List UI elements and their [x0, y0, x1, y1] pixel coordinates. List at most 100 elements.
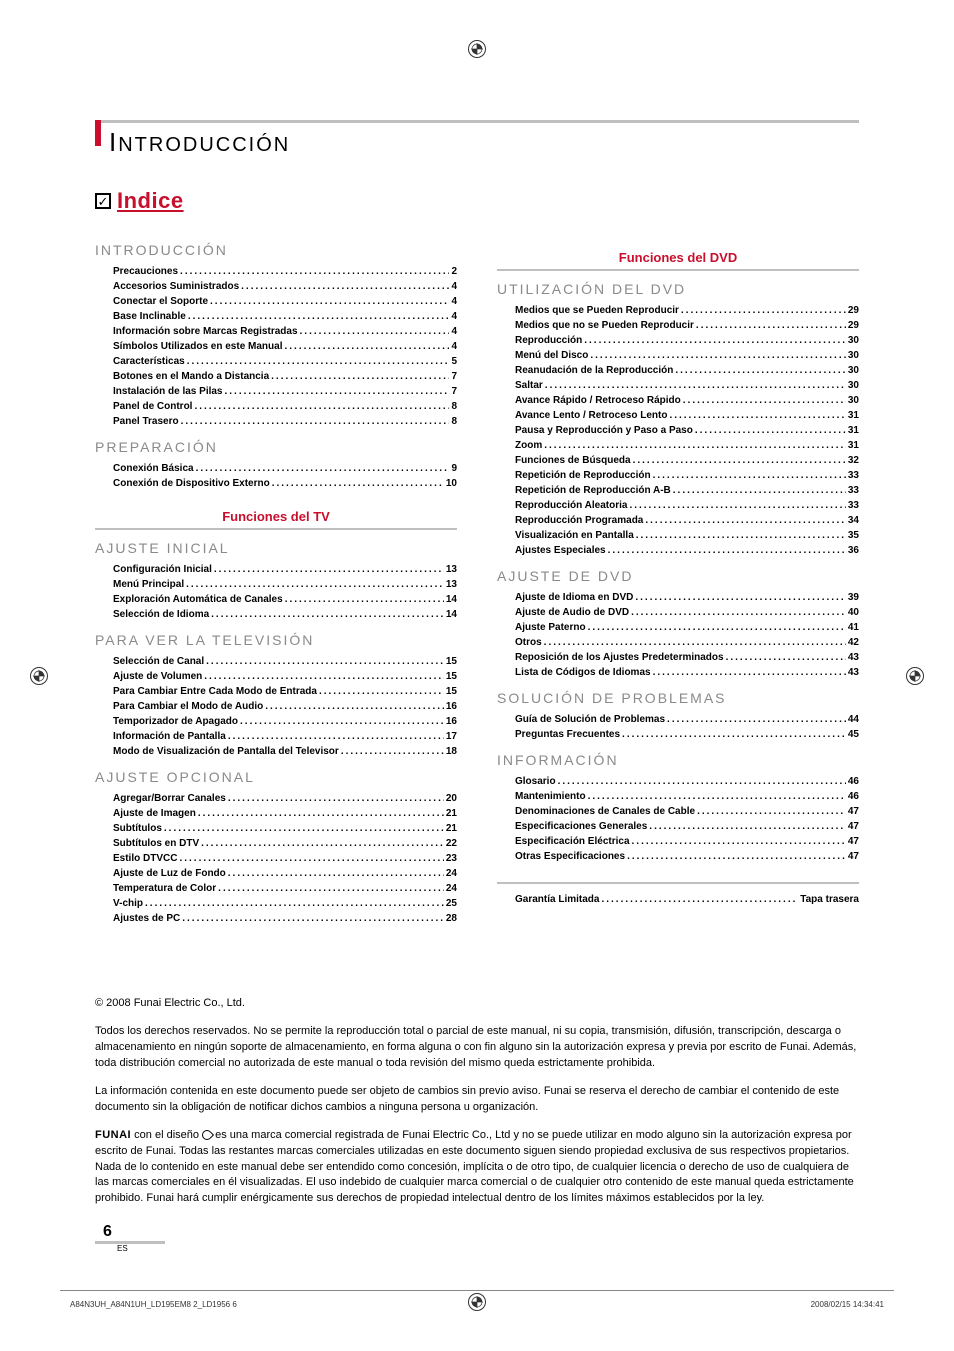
toc-item: Panel de Control8	[113, 399, 457, 414]
toc-item: Repetición de Reproducción A-B33	[515, 483, 859, 498]
toc-item-page: 35	[848, 528, 859, 543]
toc-dots	[622, 727, 846, 742]
toc-item-page: 17	[446, 729, 457, 744]
toc-item: Botones en el Mando a Distancia7	[113, 369, 457, 384]
toc-item-label: Medios que no se Pueden Reproducir	[515, 318, 694, 333]
toc-item-label: Exploración Automática de Canales	[113, 592, 283, 607]
toc-item: Menú del Disco30	[515, 348, 859, 363]
toc-item-page: 31	[848, 423, 859, 438]
toc-item: Símbolos Utilizados en este Manual4	[113, 339, 457, 354]
divider	[497, 882, 859, 884]
registration-mark-icon	[468, 40, 486, 58]
toc-list: Selección de Canal15Ajuste de Volumen15P…	[95, 654, 457, 759]
toc-item-page: 42	[848, 635, 859, 650]
toc-dots	[584, 333, 846, 348]
manual-page: INTRODUCCIÓN ✓ Indice INTRODUCCIÓNPrecau…	[0, 0, 954, 1259]
toc-item: Información sobre Marcas Registradas4	[113, 324, 457, 339]
toc-item: Conexión de Dispositivo Externo10	[113, 476, 457, 491]
toc-item: Temporizador de Apagado16	[113, 714, 457, 729]
page-number-tab: 6 ES	[95, 1243, 165, 1253]
toc-item-page: 9	[451, 461, 457, 476]
toc-item-page: 16	[446, 714, 457, 729]
toc-item-label: Medios que se Pueden Reproducir	[515, 303, 679, 318]
toc-dots	[211, 607, 444, 622]
toc-item-page: 43	[848, 665, 859, 680]
header-red-tab	[95, 120, 101, 146]
toc-item-label: Avance Lento / Retroceso Lento	[515, 408, 667, 423]
toc-item: Subtítulos en DTV22	[113, 836, 457, 851]
toc-item-label: Panel de Control	[113, 399, 192, 414]
toc-dots	[545, 378, 846, 393]
toc-item-label: Símbolos Utilizados en este Manual	[113, 339, 282, 354]
left-column: INTRODUCCIÓNPrecauciones2Accesorios Sumi…	[95, 232, 457, 926]
toc-item: Características5	[113, 354, 457, 369]
toc-item: Avance Lento / Retroceso Lento 31	[515, 408, 859, 423]
toc-list: Agregar/Borrar Canales20Ajuste de Imagen…	[95, 791, 457, 926]
toc-item: Reposición de los Ajustes Predeterminado…	[515, 650, 859, 665]
toc-item-label: Accesorios Suministrados	[113, 279, 239, 294]
toc-dots	[636, 528, 846, 543]
toc-item: Ajuste Paterno41	[515, 620, 859, 635]
toc-item: Selección de Idioma14	[113, 607, 457, 622]
toc-item-label: Menú del Disco	[515, 348, 588, 363]
toc-item-page: 31	[848, 408, 859, 423]
toc-item-page: 46	[848, 774, 859, 789]
toc-item: Especificación Eléctrica47	[515, 834, 859, 849]
toc-item: Conexión Básica 9	[113, 461, 457, 476]
toc-item-label: Agregar/Borrar Canales	[113, 791, 226, 806]
toc-item-page: 24	[446, 881, 457, 896]
toc-dots	[198, 806, 444, 821]
toc-item-page: 21	[446, 806, 457, 821]
toc-item: Denominaciones de Canales de Cable47	[515, 804, 859, 819]
toc-dots	[319, 684, 444, 699]
toc-dots	[228, 729, 444, 744]
toc-item-label: Glosario	[515, 774, 556, 789]
toc-dots	[181, 414, 450, 429]
toc-item-page: 36	[848, 543, 859, 558]
toc-item-label: Información sobre Marcas Registradas	[113, 324, 298, 339]
toc-item-label: Selección de Canal	[113, 654, 204, 669]
toc-item-page: 29	[848, 318, 859, 333]
toc-item: Para Cambiar Entre Cada Modo de Entrada1…	[113, 684, 457, 699]
footer-rule	[60, 1290, 894, 1291]
toc-dots	[285, 592, 444, 607]
toc-item-page: 30	[848, 333, 859, 348]
toc-item: Ajuste de Imagen21	[113, 806, 457, 821]
toc-item: Glosario 46	[515, 774, 859, 789]
toc-item-page: 39	[848, 590, 859, 605]
toc-dots	[164, 821, 444, 836]
toc-section-title: AJUSTE INICIAL	[95, 540, 457, 556]
toc-item-label: Modo de Visualización de Pantalla del Te…	[113, 744, 339, 759]
toc-item-label: Repetición de Reproducción	[515, 468, 651, 483]
toc-dots	[182, 911, 444, 926]
toc-list: Guía de Solución de Problemas44Preguntas…	[497, 712, 859, 742]
toc-item: Estilo DTVCC23	[113, 851, 457, 866]
toc-item-page: 25	[446, 896, 457, 911]
toc-item: Zoom31	[515, 438, 859, 453]
right-column: Funciones del DVDUTILIZACIÓN DEL DVDMedi…	[497, 232, 859, 926]
toc-item-page: 47	[848, 819, 859, 834]
toc-section-title: AJUSTE OPCIONAL	[95, 769, 457, 785]
toc-item: Reanudación de la Reproducción30	[515, 363, 859, 378]
toc-item-label: Denominaciones de Canales de Cable	[515, 804, 695, 819]
toc-dots	[225, 384, 450, 399]
toc-item: Modo de Visualización de Pantalla del Te…	[113, 744, 457, 759]
heading-first-letter: I	[109, 127, 118, 157]
toc-dots	[228, 791, 444, 806]
toc-item-label: Zoom	[515, 438, 542, 453]
toc-section-title: INFORMACIÓN	[497, 752, 859, 768]
toc-item-label: Conexión Básica	[113, 461, 194, 476]
toc-item-label: Para Cambiar Entre Cada Modo de Entrada	[113, 684, 317, 699]
toc-item-label: Saltar	[515, 378, 543, 393]
toc-dots	[653, 468, 846, 483]
toc-item-label: Repetición de Reproducción A-B	[515, 483, 671, 498]
toc-item-warranty: Garantía LimitadaTapa trasera	[515, 892, 859, 907]
toc-dots	[633, 453, 846, 468]
toc-item-label: Visualización en Pantalla	[515, 528, 634, 543]
toc-dots	[180, 264, 449, 279]
toc-item-label: Especificaciones Generales	[515, 819, 647, 834]
toc-item: Ajuste de Audio de DVD40	[515, 605, 859, 620]
toc-item-page: 33	[848, 468, 859, 483]
toc-dots	[196, 461, 450, 476]
toc-item-page: 7	[451, 369, 457, 384]
